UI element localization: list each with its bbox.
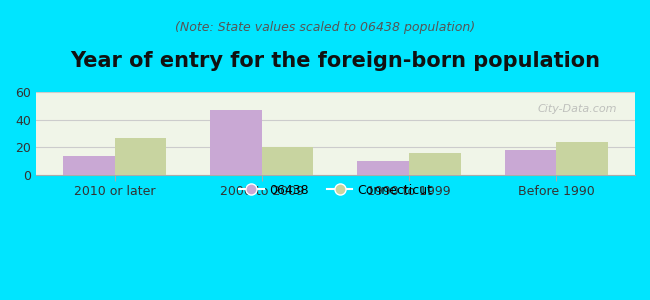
Text: (Note: State values scaled to 06438 population): (Note: State values scaled to 06438 popu… (175, 20, 475, 34)
Bar (262, 147, 313, 175)
Legend: 06438, Connecticut: 06438, Connecticut (234, 179, 437, 202)
Bar (504, 150, 556, 175)
Title: Year of entry for the foreign-born population: Year of entry for the foreign-born popul… (70, 51, 601, 71)
Text: City-Data.com: City-Data.com (538, 103, 617, 114)
Bar (358, 161, 409, 175)
Bar (114, 138, 166, 175)
Bar (409, 153, 460, 175)
Bar (556, 142, 608, 175)
Bar (210, 110, 262, 175)
Bar (63, 155, 114, 175)
